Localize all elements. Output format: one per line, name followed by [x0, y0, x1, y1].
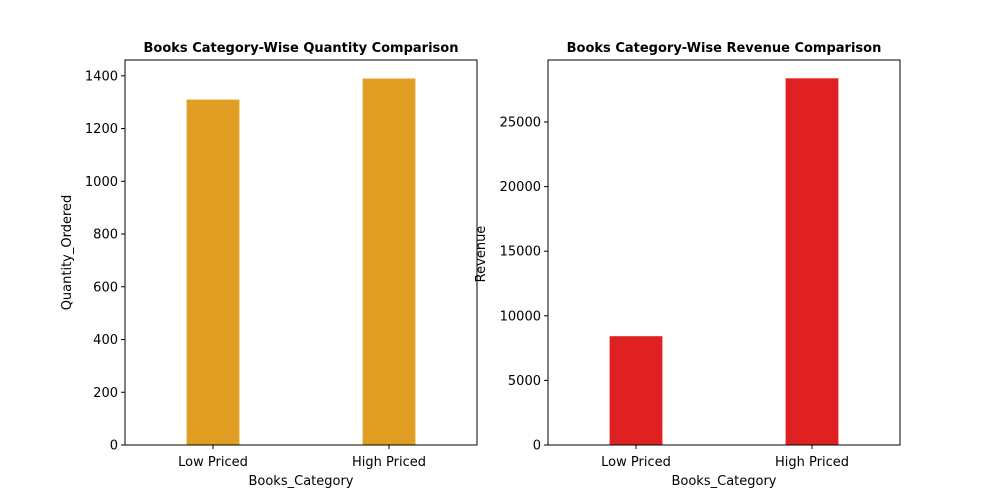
y-tick-label: 10000 [500, 309, 541, 324]
y-ticks-group: 0 200 400 600 800 1000 1200 1400 [85, 69, 125, 454]
y-tick-label: 1200 [85, 122, 118, 137]
quantity-chart: Books Category-Wise Quantity Comparison … [60, 41, 478, 489]
x-axis-label: Books_Category [671, 474, 776, 489]
y-tick-label: 15000 [500, 245, 541, 260]
y-tick-label: 1000 [85, 175, 118, 190]
y-tick-label: 20000 [500, 180, 541, 195]
bars-group [609, 78, 839, 446]
y-axis-label: Quantity_Ordered [60, 195, 75, 311]
bar-low-priced [186, 99, 240, 445]
y-tick-label: 200 [93, 386, 118, 401]
x-ticks-group: Low Priced High Priced [178, 445, 426, 470]
chart-title: Books Category-Wise Quantity Comparison [144, 41, 459, 56]
y-tick-label: 25000 [500, 116, 541, 131]
plot-frame [547, 59, 901, 446]
y-tick-label: 0 [533, 439, 541, 454]
x-tick-label: High Priced [775, 455, 849, 470]
revenue-chart: Books Category-Wise Revenue Comparison 0… [474, 41, 901, 489]
x-tick-label: High Priced [352, 455, 426, 470]
chart-title: Books Category-Wise Revenue Comparison [567, 41, 882, 56]
bar-high-priced [785, 78, 839, 446]
y-axis-label: Revenue [474, 226, 489, 283]
x-axis-label: Books_Category [248, 474, 353, 489]
x-tick-label: Low Priced [178, 455, 248, 470]
x-ticks-group: Low Priced High Priced [601, 445, 849, 470]
y-tick-label: 1400 [85, 69, 118, 84]
y-tick-label: 0 [110, 439, 118, 454]
y-tick-label: 5000 [508, 374, 541, 389]
y-tick-label: 400 [93, 333, 118, 348]
y-ticks-group: 0 5000 10000 15000 20000 25000 [500, 116, 548, 454]
x-tick-label: Low Priced [601, 455, 671, 470]
bar-low-priced [609, 336, 663, 445]
y-tick-label: 800 [93, 228, 118, 243]
bar-high-priced [362, 78, 416, 445]
bars-group [186, 78, 416, 445]
plot-frame [124, 59, 478, 446]
y-tick-label: 600 [93, 280, 118, 295]
